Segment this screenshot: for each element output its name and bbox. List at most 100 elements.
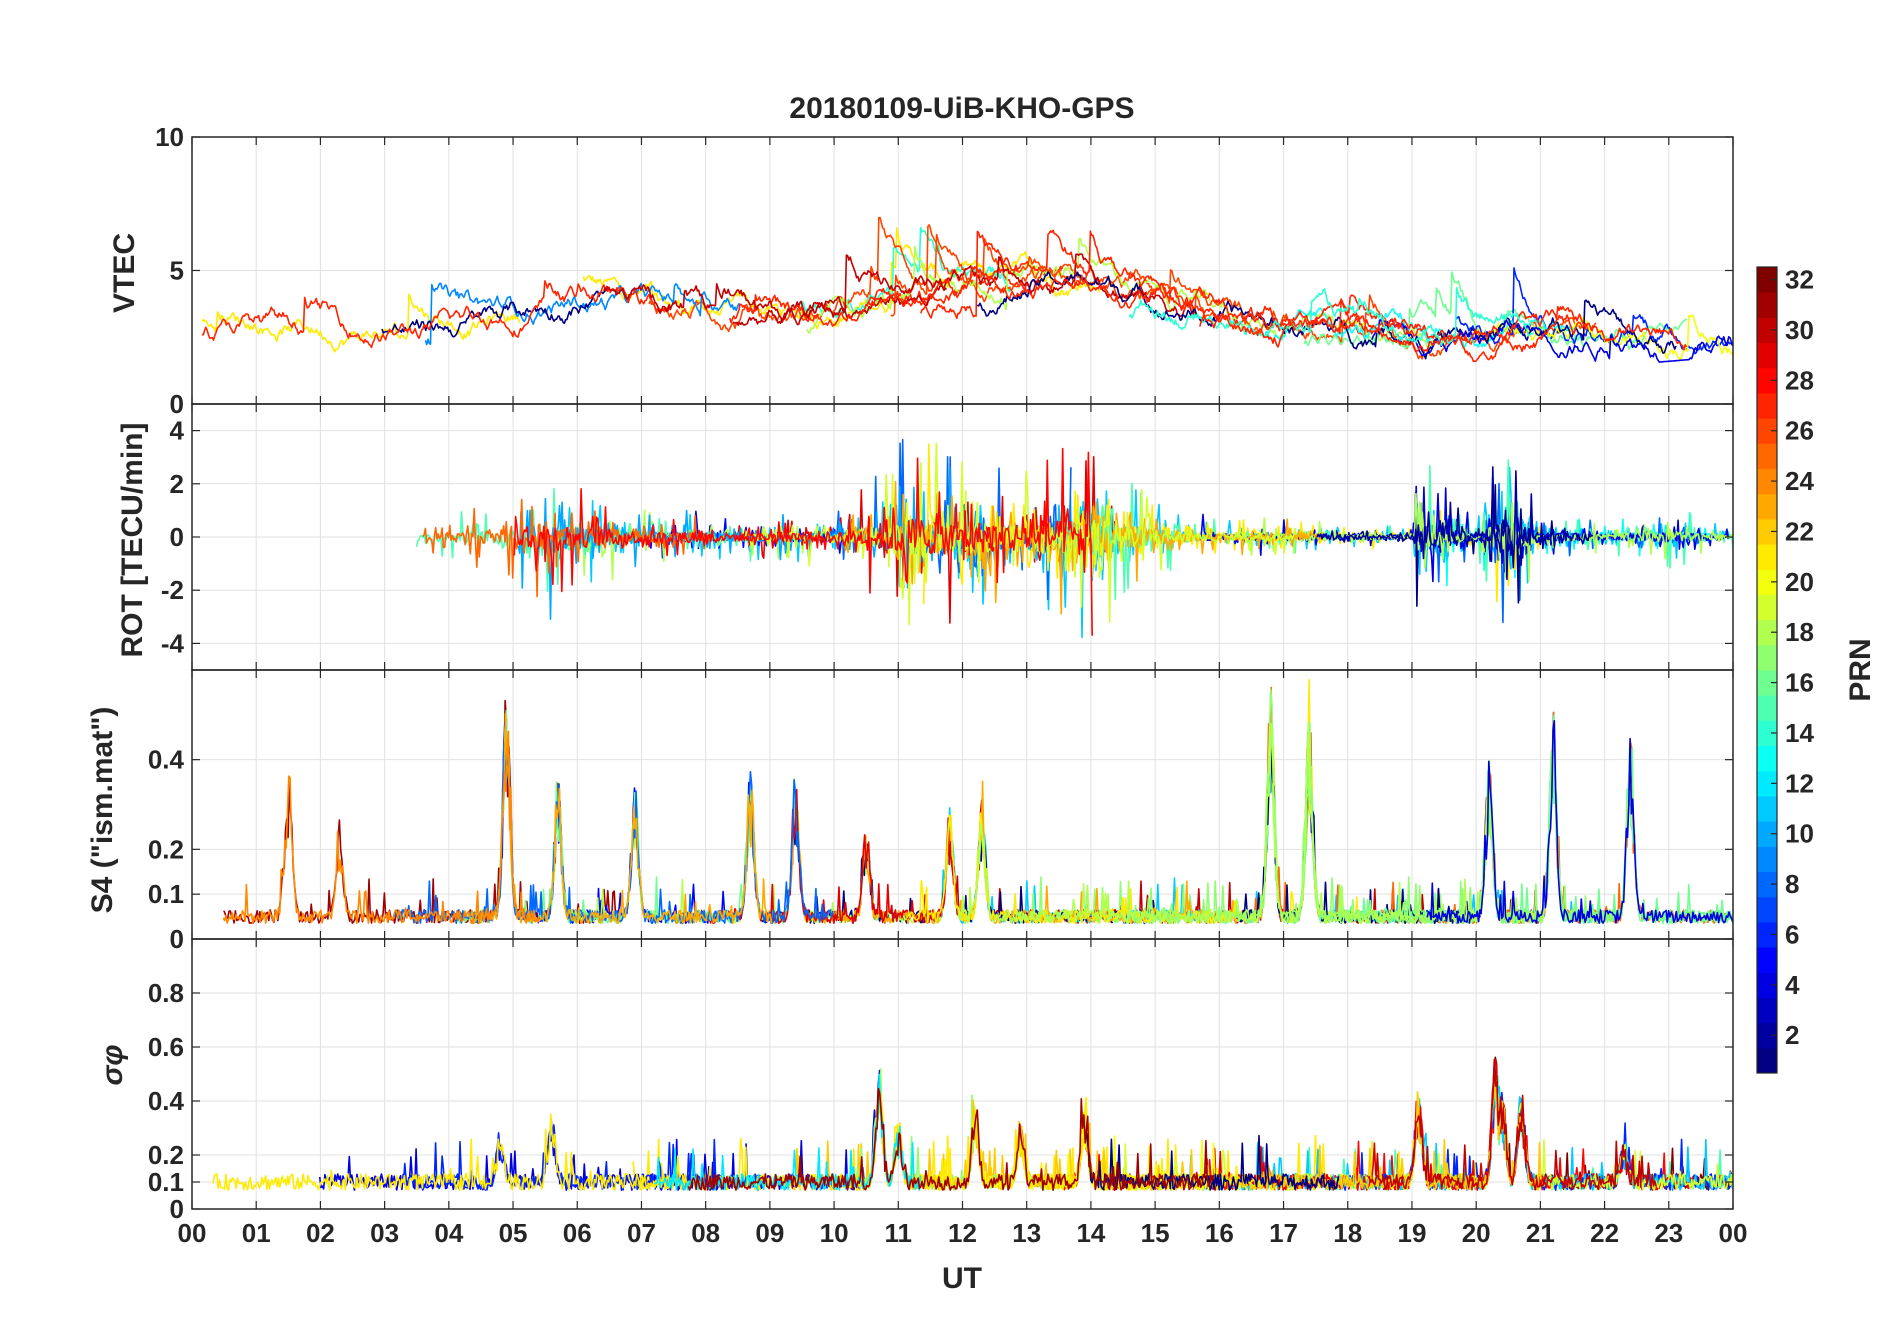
colorbar-swatch: [1757, 594, 1777, 621]
prn-trace: [677, 780, 959, 925]
prn-trace: [729, 265, 1422, 335]
x-tick-label: 11: [885, 1218, 913, 1248]
x-tick-label: 05: [499, 1218, 528, 1248]
grid: [191, 404, 1734, 670]
x-tick-label: 04: [434, 1218, 463, 1248]
sigma-phi-panel: 00.10.2 0.4 0.6 0.8 00 01 02 03 04 05 06 07 08 09 10 11…: [148, 938, 1748, 1248]
prn-trace: [1316, 466, 1594, 581]
colorbar-tick-label: 12: [1785, 768, 1814, 798]
y-axis-labels: VTEC ROT [TECU/min] S4 ("ism.mat") σφ: [86, 233, 149, 1086]
colorbar-tick-label: 6: [1785, 919, 1799, 949]
colorbar-swatch: [1757, 745, 1777, 772]
colorbar-swatch: [1757, 795, 1777, 822]
x-tick-label: 14: [1076, 1218, 1105, 1248]
prn-traces: [415, 438, 1733, 639]
colorbar-swatch: [1757, 619, 1777, 646]
x-tick-label: 22: [1590, 1218, 1619, 1248]
prn-trace: [1367, 1058, 1657, 1191]
x-tick-label: 06: [563, 1218, 592, 1248]
prn-trace: [222, 730, 540, 925]
colorbar-swatch: [1757, 267, 1777, 293]
prn-trace: [513, 447, 1093, 636]
y-tick-label: 0: [170, 389, 184, 419]
colorbar-swatch: [1757, 418, 1777, 444]
y-tick-label: 0.2: [148, 1140, 184, 1170]
prn-trace: [957, 721, 1547, 925]
prn-trace: [424, 282, 741, 346]
grid: [191, 136, 1734, 405]
prn-trace: [470, 713, 773, 925]
colorbar-tick-label: 30: [1785, 315, 1814, 345]
prn-trace: [381, 285, 609, 338]
colorbar-swatch: [1757, 821, 1777, 847]
grid: [191, 939, 1734, 1210]
colorbar-tick-label: 10: [1785, 819, 1814, 849]
x-tick-label: 23: [1654, 1218, 1683, 1248]
rot-ylabel: ROT [TECU/min]: [116, 423, 149, 658]
y-tick-label: 10: [155, 122, 184, 152]
colorbar-swatch: [1757, 493, 1777, 520]
prn-trace: [393, 742, 834, 925]
x-tick-label: 16: [1205, 1218, 1234, 1248]
prn-traces: [201, 216, 1733, 363]
colorbar-swatch: [1757, 846, 1777, 872]
prn-trace: [1427, 482, 1704, 624]
colorbar-swatch: [1757, 720, 1777, 747]
x-tick-label: 17: [1269, 1218, 1298, 1248]
prn-trace: [212, 1113, 682, 1191]
x-tick-label: 01: [242, 1218, 271, 1248]
y-tick-label: 0.2: [148, 834, 184, 864]
colorbar-tick-label: 24: [1785, 466, 1814, 496]
colorbar-swatch: [1757, 292, 1777, 318]
y-tick-label: 0: [170, 1194, 184, 1224]
prn-traces: [222, 678, 1733, 925]
prn-trace: [1083, 1131, 1340, 1191]
colorbar-swatch: [1757, 947, 1777, 973]
prn-trace: [654, 1073, 922, 1191]
colorbar-swatch: [1757, 1022, 1777, 1049]
y-tick-label: 0.1: [148, 879, 184, 909]
prn-trace: [602, 254, 948, 326]
colorbar-swatch: [1757, 518, 1777, 545]
x-tick-label: 10: [820, 1218, 849, 1248]
prn-trace: [1472, 314, 1733, 361]
colorbar-tick-label: 2: [1785, 1020, 1799, 1050]
colorbar-swatch: [1757, 871, 1777, 898]
colorbar-tick-label: 26: [1785, 416, 1814, 446]
x-tick-label: 08: [691, 1218, 720, 1248]
y-tick-label: -2: [161, 575, 184, 605]
colorbar-swatch: [1757, 342, 1777, 369]
x-tick-label: 00: [1719, 1218, 1748, 1248]
colorbar-swatch: [1757, 569, 1777, 595]
colorbar-swatch: [1757, 921, 1777, 948]
prn-trace: [201, 280, 671, 349]
colorbar-swatch: [1757, 544, 1777, 570]
colorbar-tick-label: 20: [1785, 567, 1814, 597]
colorbar-swatch: [1757, 317, 1777, 344]
x-tick-label: 00: [178, 1218, 207, 1248]
y-tick-label: 0: [170, 924, 184, 954]
x-tick-label: 21: [1526, 1218, 1555, 1248]
colorbar-tick-label: 32: [1785, 265, 1814, 295]
prn-traces: [212, 1056, 1733, 1191]
colorbar-swatch: [1757, 367, 1777, 394]
y-tick-label: 0: [170, 522, 184, 552]
y-tick-label: 0.6: [148, 1032, 184, 1062]
s4-panel: 0 0.1 0.2 0.4: [148, 669, 1734, 954]
prn-trace: [201, 293, 521, 353]
prn-trace: [582, 227, 1101, 330]
x-tick-label: 12: [948, 1218, 977, 1248]
prn-trace: [1426, 720, 1733, 924]
x-tick-label: 20: [1462, 1218, 1491, 1248]
y-tick-label: 0.4: [148, 1086, 185, 1116]
x-tick-label: 19: [1397, 1218, 1426, 1248]
prn-trace: [920, 229, 1587, 345]
x-tick-label: 07: [627, 1218, 656, 1248]
prn-trace: [687, 1087, 1215, 1191]
colorbar-swatch: [1757, 770, 1777, 797]
colorbar-swatch: [1757, 468, 1777, 495]
prn-trace: [1128, 287, 1535, 347]
prn-trace: [1199, 314, 1688, 362]
colorbar-tick-label: 14: [1785, 718, 1814, 748]
